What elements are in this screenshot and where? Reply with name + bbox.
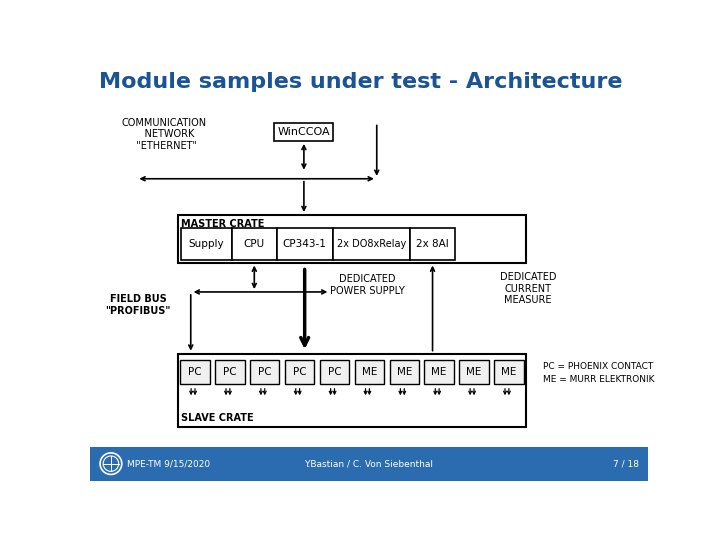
Text: MPE-TM 9/15/2020: MPE-TM 9/15/2020 — [127, 459, 210, 468]
Text: COMMUNICATION
    NETWORK
  "ETHERNET": COMMUNICATION NETWORK "ETHERNET" — [121, 118, 206, 151]
Text: ME: ME — [397, 367, 412, 377]
Text: DEDICATED
CURRENT
MEASURE: DEDICATED CURRENT MEASURE — [500, 272, 556, 305]
Bar — [459, 360, 489, 384]
Bar — [276, 228, 333, 260]
Text: ME: ME — [501, 367, 516, 377]
Bar — [274, 123, 333, 141]
Text: PC = PHOENIX CONTACT
ME = MURR ELEKTRONIK: PC = PHOENIX CONTACT ME = MURR ELEKTRONI… — [544, 362, 655, 383]
Bar — [215, 360, 245, 384]
Text: SLAVE CRATE: SLAVE CRATE — [181, 413, 253, 423]
Text: PC: PC — [328, 367, 341, 377]
Bar — [424, 360, 454, 384]
Text: PC: PC — [258, 367, 271, 377]
Bar — [180, 360, 210, 384]
Text: ME: ME — [361, 367, 377, 377]
Bar — [494, 360, 523, 384]
Text: ME: ME — [431, 367, 447, 377]
Text: Module samples under test - Architecture: Module samples under test - Architecture — [99, 72, 623, 92]
Bar — [250, 360, 279, 384]
Bar — [178, 354, 526, 427]
Bar — [390, 360, 419, 384]
Text: ME: ME — [467, 367, 482, 377]
Bar — [333, 228, 410, 260]
Text: CPU: CPU — [244, 239, 265, 249]
Text: CP343-1: CP343-1 — [283, 239, 327, 249]
Text: FIELD BUS
"PROFIBUS": FIELD BUS "PROFIBUS" — [105, 294, 171, 316]
Text: PC: PC — [223, 367, 237, 377]
Bar — [285, 360, 315, 384]
Text: WinCCOA: WinCCOA — [278, 127, 330, 137]
Text: 7 / 18: 7 / 18 — [613, 459, 639, 468]
Text: MASTER CRATE: MASTER CRATE — [181, 219, 264, 229]
Bar — [320, 360, 349, 384]
Text: Y.Bastian / C. Von Siebenthal: Y.Bastian / C. Von Siebenthal — [305, 459, 433, 468]
Text: Supply: Supply — [189, 239, 225, 249]
Text: PC: PC — [188, 367, 202, 377]
Text: 2x 8AI: 2x 8AI — [416, 239, 449, 249]
Text: PC: PC — [293, 367, 307, 377]
Bar — [355, 360, 384, 384]
Text: 2x DO8xRelay: 2x DO8xRelay — [337, 239, 406, 249]
Bar — [90, 448, 648, 481]
Bar — [232, 228, 276, 260]
Text: DEDICATED
POWER SUPPLY: DEDICATED POWER SUPPLY — [330, 274, 405, 296]
Bar — [178, 215, 526, 262]
Bar — [181, 228, 232, 260]
Bar — [410, 228, 455, 260]
